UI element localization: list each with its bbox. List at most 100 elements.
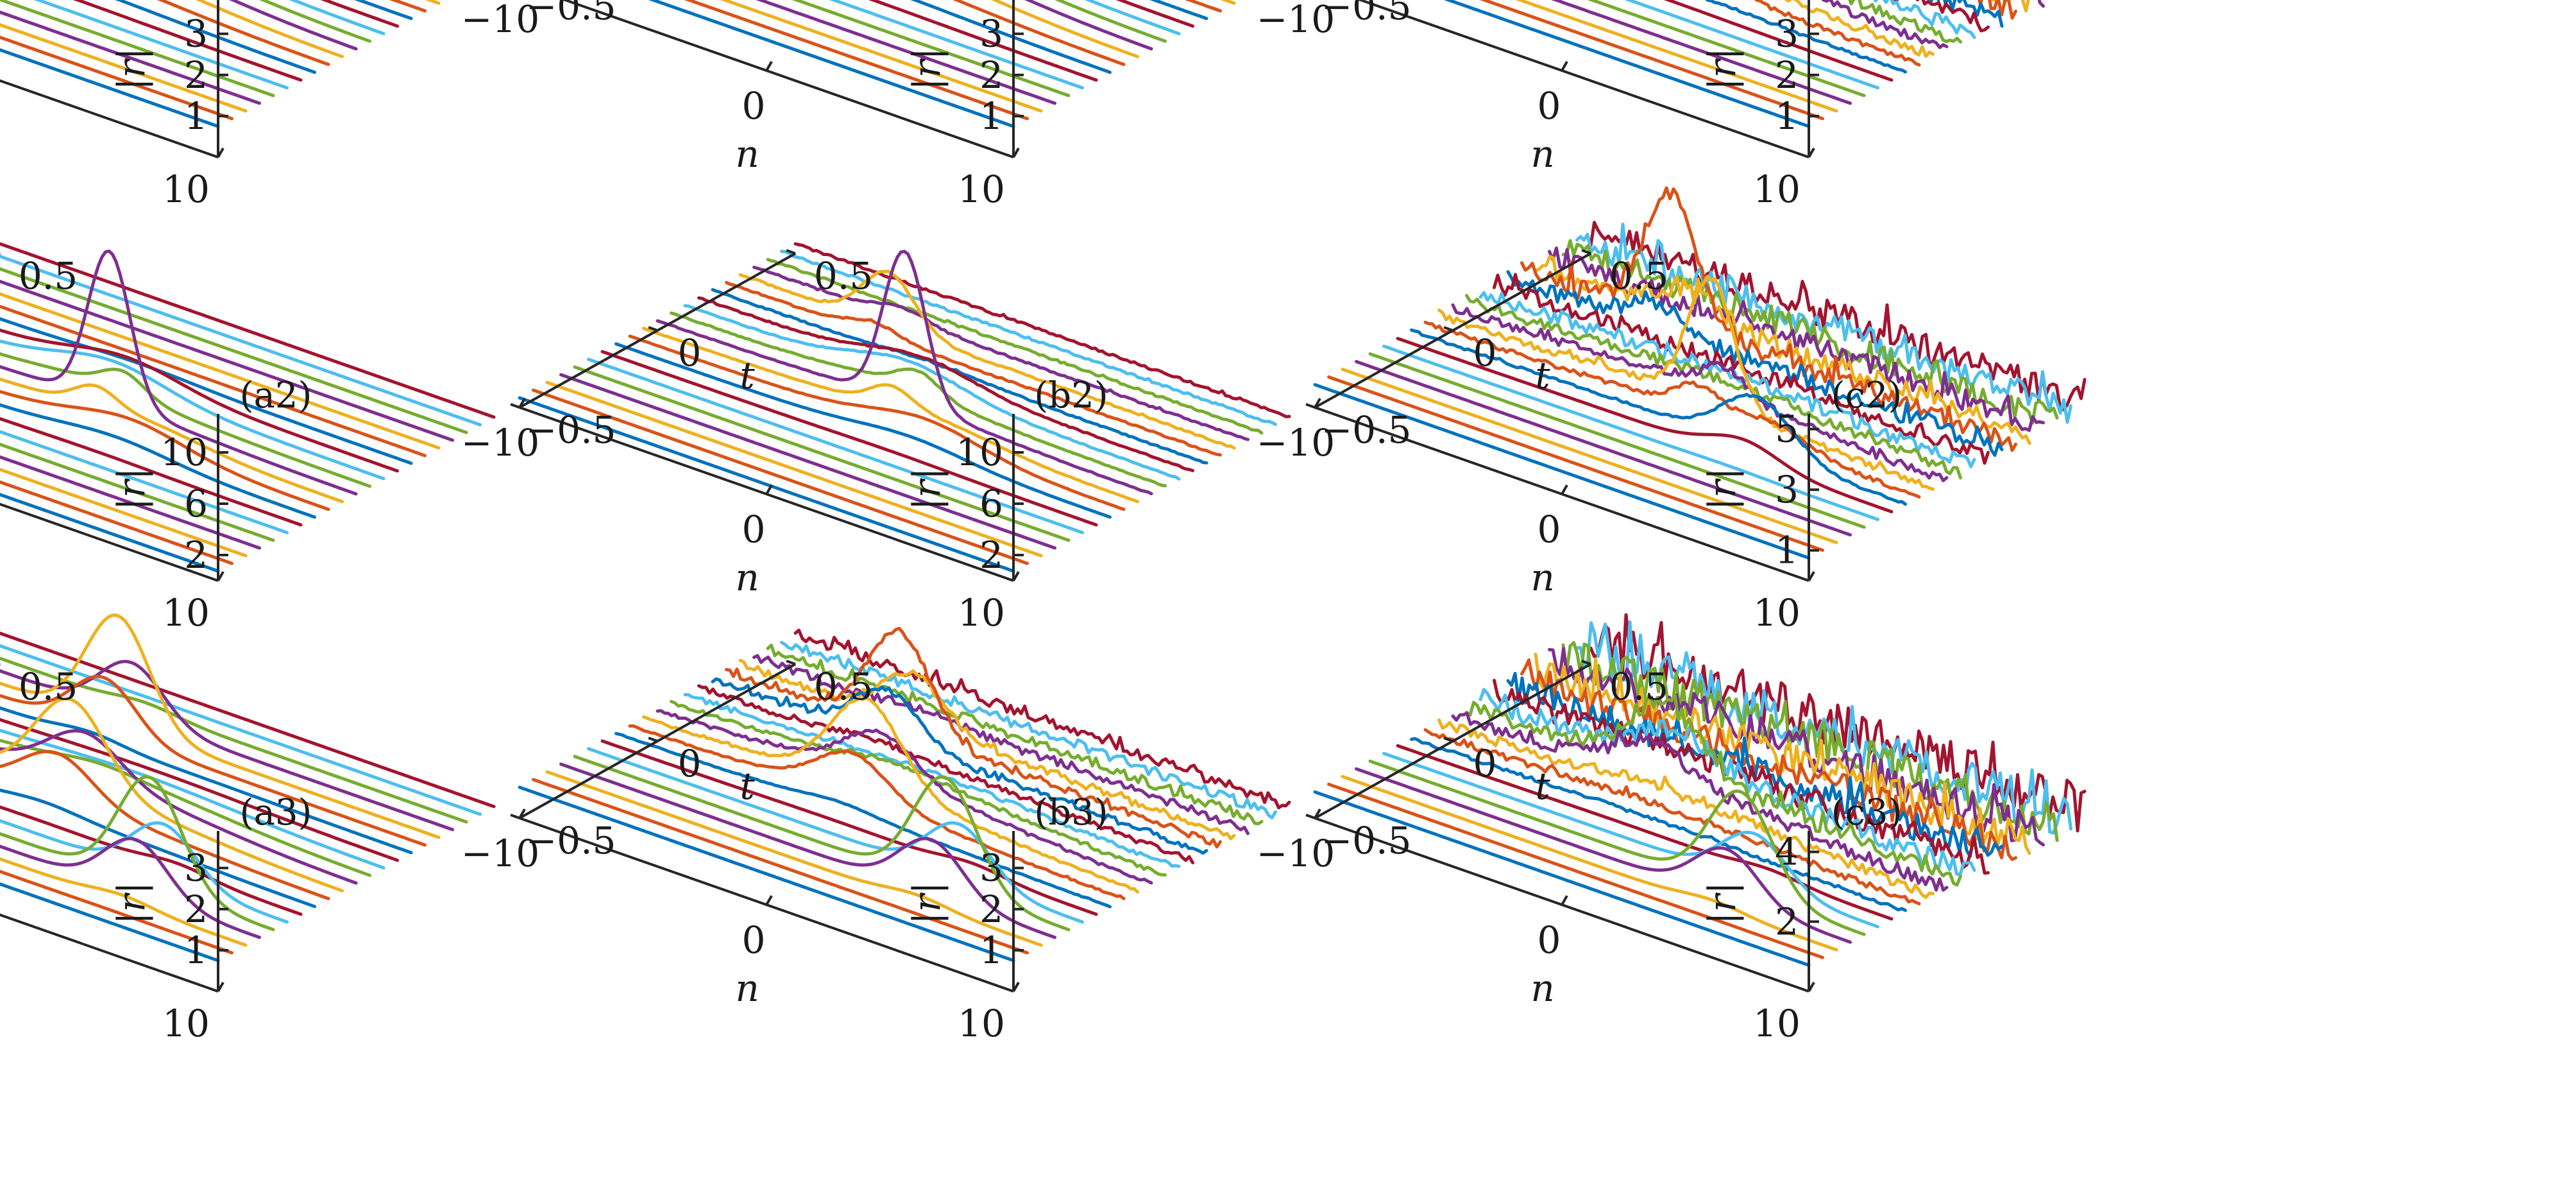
series-line [259,0,371,43]
series-line [1368,352,1866,529]
series-line [642,327,1139,504]
series-line [1520,186,2017,452]
panel-label: (b3) [1034,792,1108,834]
series-line [656,250,1153,495]
n-tick-label: 10 [958,1002,1005,1045]
series-line [0,328,399,473]
t-tick-label: −0.5 [1321,819,1412,862]
panel-a3: 123|r|100−10n−0.500.5t(a3) [0,613,496,1045]
series-line [990,0,1139,58]
series-line [1327,375,1824,552]
panel-label: (c3) [1831,792,1902,834]
series-line [1313,790,1811,967]
n-tick-label: −10 [461,0,539,41]
series-line [684,0,1029,121]
series-line [0,430,289,535]
z-tick-label: 3 [979,12,1003,56]
series-line [648,0,1015,128]
t-axis-label: t [1535,764,1550,808]
series-line [752,266,1250,441]
z-tick-label: 2 [184,533,208,577]
series-line [0,837,261,939]
z-tick-label: 3 [1775,12,1799,56]
series-line [0,882,220,963]
series-line [1341,368,1838,544]
n-tick-label: 10 [1753,167,1801,211]
t-tick-label: 0 [678,742,702,785]
t-tick-label: 0 [1473,742,1497,785]
n-axis-label: n [735,556,759,599]
series-line [1341,774,1838,952]
z-axis-label: |r| [110,468,153,511]
n-tick [1314,398,1321,408]
series-line [0,857,248,947]
z-tick-label: 3 [184,12,208,56]
series-line [752,654,1250,835]
series-line [1749,0,1921,67]
t-tick-label: 0 [1473,331,1497,375]
n-tick-label: 10 [1753,591,1801,635]
z-tick-label: 2 [184,887,208,931]
z-axis-label: |r| [1700,468,1744,511]
series-line [115,0,316,74]
n-axis-label: n [1530,966,1554,1010]
series-line [792,0,1071,98]
n-tick [765,61,773,71]
series-line [0,697,344,893]
n-axis-label: n [1530,556,1554,599]
series-line [0,254,482,427]
n-tick-label: 0 [742,508,766,551]
series-line [587,747,1084,924]
series-line [670,311,1167,488]
series-line [0,339,386,481]
z-tick-label: 5 [1775,407,1799,451]
series-line [0,267,468,434]
series-line [1368,759,1866,936]
series-line [953,0,1126,66]
series-line [0,656,468,824]
series-line [1437,275,1935,491]
panel-b1: 123|r|100−10n−0.500.5t(b1) [461,0,1236,211]
t-tick-label: 0.5 [19,665,78,708]
series-line [1515,0,1838,113]
series-line [1624,0,1879,90]
n-tick [1012,571,1020,581]
series-line [614,342,1112,519]
n-tick-label: 10 [162,167,210,211]
t-tick-label: −0.5 [1321,0,1412,28]
series-line [1479,0,1824,121]
series-line [0,22,248,113]
n-tick [217,571,225,581]
z-tick-label: 2 [1775,900,1799,943]
series-line [1848,0,1962,44]
z-tick-label: 2 [979,887,1003,931]
series-line [1506,270,2004,457]
series-line [0,717,399,862]
series-line [518,785,1015,963]
t-tick [1443,326,1453,332]
n-tick [765,895,773,905]
n-tick [1561,895,1568,905]
series-line [0,48,220,128]
series-line [1451,303,1949,483]
series-line [711,677,1208,855]
series-line [683,693,1181,868]
z-tick-label: 3 [979,846,1003,890]
series-line [0,403,316,519]
n-axis-label: n [1530,132,1554,176]
series-line [725,626,1222,849]
n-tick [1808,148,1815,158]
n-tick-label: −10 [461,421,539,465]
z-tick-label: 6 [979,482,1003,526]
z-tick-label: 2 [979,53,1003,97]
series-line [0,442,275,542]
n-tick-label: 10 [162,1002,210,1045]
series-line [766,257,1264,435]
series-line [0,455,261,550]
series-line [738,658,1236,841]
n-tick [1808,982,1815,992]
n-tick [1314,809,1321,819]
z-tick-label: 2 [184,53,208,97]
series-line [1055,0,1167,43]
